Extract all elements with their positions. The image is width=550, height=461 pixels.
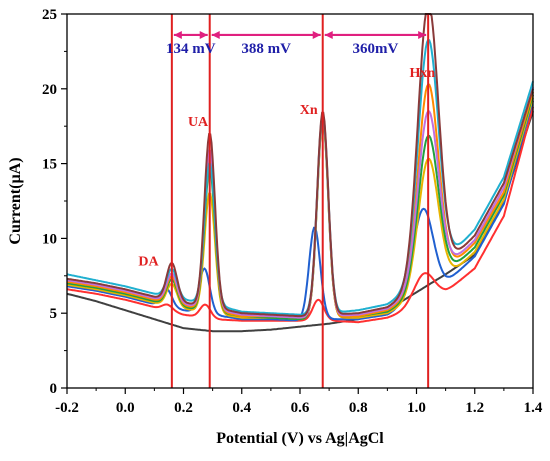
- separation-label: 134 mV: [166, 41, 216, 57]
- y-tick-label: 5: [50, 306, 58, 322]
- x-axis-title: Potential (V) vs Ag|AgCl: [216, 430, 384, 447]
- x-tick-label: 0.0: [116, 400, 135, 416]
- series-line: [66, 97, 534, 321]
- plot-frame: [66, 13, 534, 389]
- series-line: [66, 110, 534, 333]
- series-line: [66, 106, 534, 324]
- x-tick-label: 0.6: [291, 400, 310, 416]
- y-tick-label: 15: [42, 157, 57, 173]
- series-layer: [66, 13, 534, 333]
- x-tick-label: 1.4: [524, 400, 543, 416]
- x-tick-label: -0.2: [55, 400, 79, 416]
- arrow-head: [418, 30, 427, 39]
- series-line: [66, 100, 534, 322]
- peak-markers: 134 mV 388 mV 360mV DA UA Xn Hxn: [138, 14, 435, 388]
- series-line: [66, 83, 534, 319]
- series-line: [66, 94, 534, 321]
- y-tick-label: 20: [42, 82, 57, 98]
- peak-label: DA: [138, 254, 159, 269]
- peak-label: UA: [188, 115, 209, 130]
- series-line: [66, 13, 534, 318]
- separation-label: 388 mV: [241, 41, 291, 57]
- series-line: [66, 87, 534, 319]
- x-tick-label: 0.8: [349, 400, 368, 416]
- arrow-head: [324, 30, 333, 39]
- y-axis-title: Current(µA): [7, 157, 24, 244]
- peak-label: Hxn: [409, 66, 435, 81]
- x-tick-label: 0.4: [232, 400, 251, 416]
- peak-label: Xn: [300, 103, 318, 118]
- arrow-head: [211, 30, 220, 39]
- x-tick-label: 1.2: [465, 400, 484, 416]
- series-line: [66, 38, 534, 316]
- separation-label: 360mV: [353, 41, 399, 57]
- arrow-head: [173, 30, 182, 39]
- y-tick-label: 10: [42, 231, 57, 247]
- axis-ticks: -0.2 0.0 0.2 0.4 0.6 0.8 1.0 1.2 1.4 0 5 10 15 20 25: [42, 7, 543, 416]
- x-tick-label: 1.0: [407, 400, 426, 416]
- y-tick-label: 25: [42, 7, 57, 23]
- x-tick-label: 0.2: [174, 400, 193, 416]
- y-tick-label: 0: [50, 381, 58, 397]
- arrow-head: [199, 30, 208, 39]
- arrow-head: [312, 30, 321, 39]
